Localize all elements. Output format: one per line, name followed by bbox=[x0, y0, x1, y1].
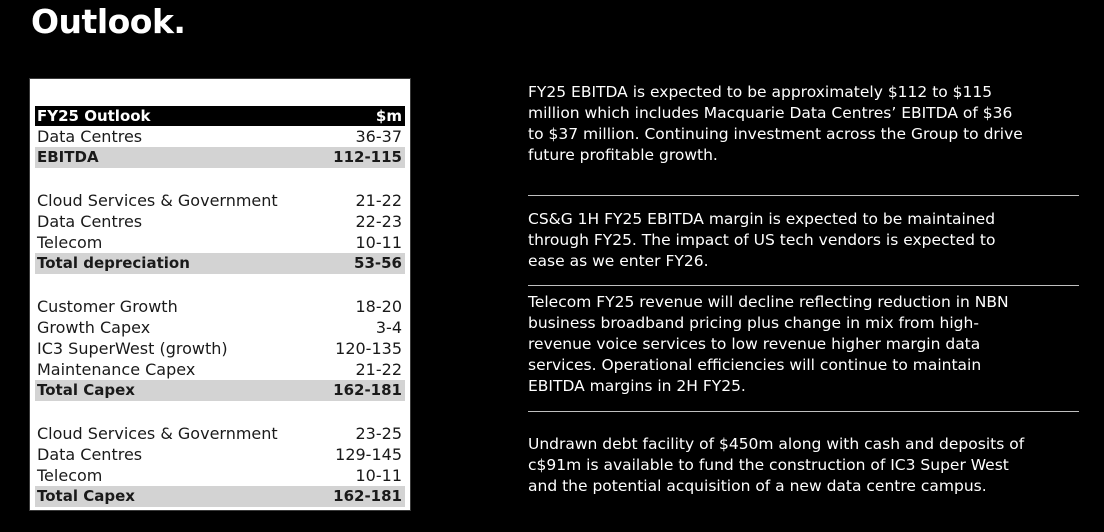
table-row-ebitda-total: EBITDA 112-115 bbox=[35, 147, 405, 168]
divider bbox=[528, 285, 1079, 286]
divider bbox=[528, 411, 1079, 412]
row-label: IC3 SuperWest (growth) bbox=[37, 339, 228, 358]
row-value: 53-56 bbox=[354, 254, 402, 272]
table-row-growth-capex: Growth Capex 3-4 bbox=[36, 317, 404, 338]
table-row-total-capex: Total Capex 162-181 bbox=[35, 380, 405, 401]
row-value: 10-11 bbox=[355, 233, 403, 252]
row-label: Cloud Services & Government bbox=[37, 424, 278, 443]
note-debt-facility: Undrawn debt facility of $450m along wit… bbox=[528, 435, 1025, 495]
note-spacer bbox=[528, 412, 1079, 434]
row-value: 21-22 bbox=[355, 191, 403, 210]
row-label: Data Centres bbox=[37, 445, 143, 464]
table-header-unit: $m bbox=[375, 107, 402, 125]
row-value: 22-23 bbox=[355, 212, 403, 231]
outlook-table: FY25 Outlook $m Data Centres 36-37 EBITD… bbox=[29, 78, 411, 511]
row-label: Cloud Services & Government bbox=[37, 191, 278, 210]
table-row-customer-growth: Customer Growth 18-20 bbox=[36, 296, 404, 317]
page-title: Outlook. bbox=[31, 2, 186, 41]
row-label: Data Centres bbox=[37, 212, 143, 231]
row-label: Growth Capex bbox=[37, 318, 151, 337]
table-row-total-capex-by-segment: Total Capex 162-181 bbox=[35, 486, 405, 507]
table-row-dep-data-centres: Data Centres 22-23 bbox=[36, 211, 404, 232]
row-label: EBITDA bbox=[37, 148, 99, 166]
row-label: Customer Growth bbox=[37, 297, 178, 316]
table-header-row: FY25 Outlook $m bbox=[35, 106, 405, 126]
commentary-panel: FY25 EBITDA is expected to be approximat… bbox=[528, 82, 1079, 497]
row-label: Telecom bbox=[37, 233, 103, 252]
table-row-capex-telecom: Telecom 10-11 bbox=[36, 465, 404, 486]
row-value: 36-37 bbox=[355, 127, 403, 146]
section-spacer bbox=[36, 274, 404, 296]
table-header-label: FY25 Outlook bbox=[37, 107, 151, 125]
row-value: 18-20 bbox=[355, 297, 403, 316]
row-value: 162-181 bbox=[333, 381, 402, 399]
row-label: Data Centres bbox=[37, 127, 143, 146]
table-row-dep-cloud-services: Cloud Services & Government 21-22 bbox=[36, 190, 404, 211]
table-row-maintenance-capex: Maintenance Capex 21-22 bbox=[36, 359, 404, 380]
section-spacer bbox=[36, 168, 404, 190]
row-label: Total Capex bbox=[37, 381, 135, 399]
row-label: Total depreciation bbox=[37, 254, 190, 272]
row-label: Maintenance Capex bbox=[37, 360, 196, 379]
table-row-dep-telecom: Telecom 10-11 bbox=[36, 232, 404, 253]
row-value: 3-4 bbox=[375, 318, 402, 337]
divider bbox=[528, 195, 1079, 196]
row-value: 21-22 bbox=[355, 360, 403, 379]
section-spacer bbox=[36, 401, 404, 423]
table-row-capex-cloud-services: Cloud Services & Government 23-25 bbox=[36, 423, 404, 444]
note-csg-margin: CS&G 1H FY25 EBITDA margin is expected t… bbox=[528, 210, 996, 270]
note-telecom-revenue: Telecom FY25 revenue will decline reflec… bbox=[528, 293, 1009, 395]
row-value: 112-115 bbox=[333, 148, 402, 166]
note-spacer bbox=[528, 397, 1079, 411]
table-row-total-depreciation: Total depreciation 53-56 bbox=[35, 253, 405, 274]
note-spacer bbox=[528, 166, 1079, 195]
table-row-data-centres-ebitda: Data Centres 36-37 bbox=[36, 126, 404, 147]
table-row-ic3-superwest: IC3 SuperWest (growth) 120-135 bbox=[36, 338, 404, 359]
row-value: 120-135 bbox=[335, 339, 402, 358]
row-value: 23-25 bbox=[355, 424, 403, 443]
table-row-capex-data-centres: Data Centres 129-145 bbox=[36, 444, 404, 465]
row-value: 162-181 bbox=[333, 487, 402, 505]
note-spacer bbox=[528, 196, 1079, 209]
row-value: 10-11 bbox=[355, 466, 403, 485]
note-spacer bbox=[528, 272, 1079, 285]
row-label: Telecom bbox=[37, 466, 103, 485]
note-ebitda: FY25 EBITDA is expected to be approximat… bbox=[528, 83, 1023, 164]
row-label: Total Capex bbox=[37, 487, 135, 505]
row-value: 129-145 bbox=[335, 445, 402, 464]
